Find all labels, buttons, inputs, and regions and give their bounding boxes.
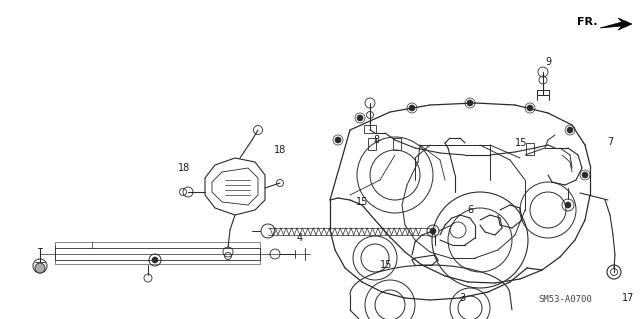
Bar — [393, 138, 401, 150]
Circle shape — [35, 263, 45, 273]
Text: 9: 9 — [545, 57, 551, 67]
Circle shape — [357, 115, 363, 121]
Text: 18: 18 — [178, 163, 190, 173]
Text: 17: 17 — [622, 293, 634, 303]
Circle shape — [409, 105, 415, 111]
Text: FR.: FR. — [577, 17, 598, 27]
Text: 15: 15 — [515, 138, 527, 148]
Circle shape — [527, 105, 533, 111]
Text: 4: 4 — [297, 233, 303, 243]
Bar — [368, 138, 376, 150]
Circle shape — [567, 127, 573, 133]
Circle shape — [582, 172, 588, 178]
Polygon shape — [600, 18, 632, 30]
Bar — [55, 242, 260, 264]
Text: 18: 18 — [274, 145, 286, 155]
Text: 3: 3 — [459, 293, 465, 303]
Circle shape — [467, 100, 473, 106]
Text: SM53-A0700: SM53-A0700 — [538, 295, 592, 305]
Circle shape — [335, 137, 341, 143]
Bar — [526, 143, 534, 155]
Text: 15: 15 — [356, 197, 368, 207]
Circle shape — [565, 202, 571, 208]
Text: 8: 8 — [373, 135, 379, 145]
Text: 15: 15 — [380, 260, 392, 270]
Text: 6: 6 — [467, 205, 473, 215]
Circle shape — [152, 257, 158, 263]
Bar — [364, 125, 376, 133]
Circle shape — [430, 228, 436, 234]
Text: 7: 7 — [607, 137, 613, 147]
